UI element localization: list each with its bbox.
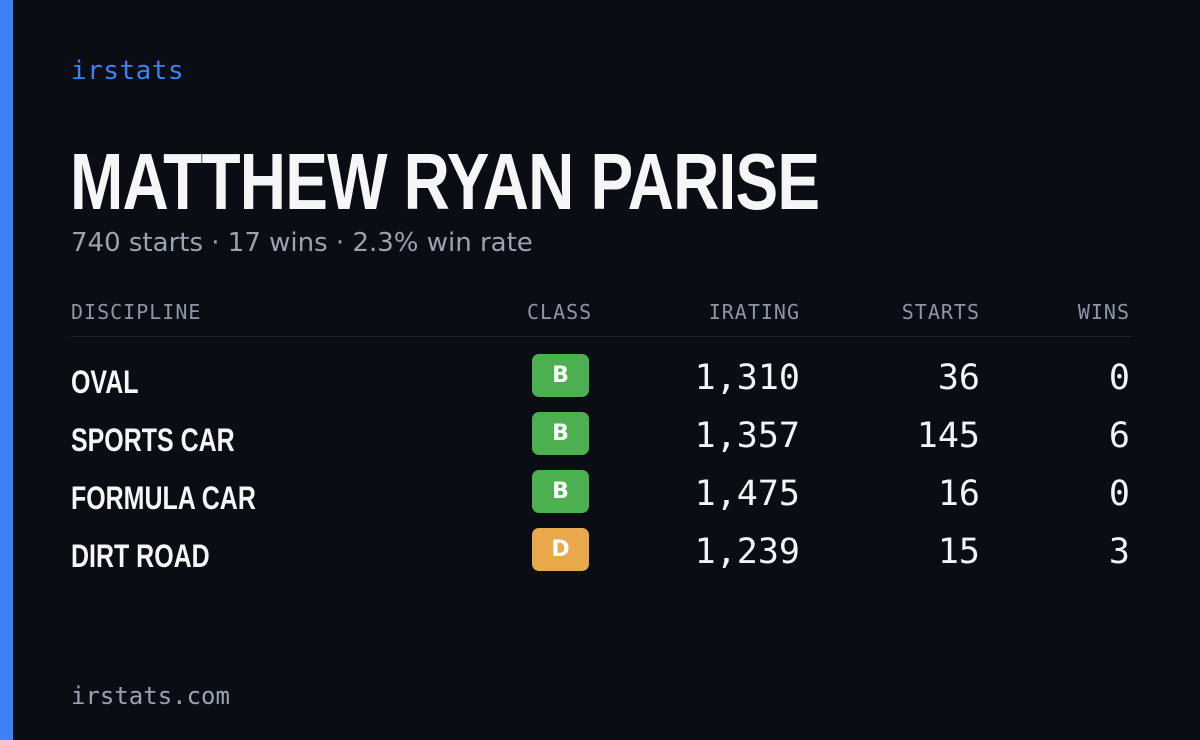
starts-value: 145 — [916, 416, 980, 456]
class-badge: B — [532, 354, 589, 397]
driver-name: MATTHEW RYAN PARISE — [70, 137, 820, 226]
discipline-name: DIRT ROAD — [71, 538, 210, 574]
column-header-irating: IRATING — [708, 300, 800, 324]
wins-value: 3 — [1108, 532, 1130, 572]
driver-summary: 740 starts · 17 wins · 2.3% win rate — [71, 228, 533, 258]
table-row: SPORTS CAR B 1,357 145 6 — [71, 412, 1131, 470]
table-row: OVAL B 1,310 36 0 — [71, 354, 1131, 412]
class-badge: D — [532, 528, 589, 571]
discipline-table: OVAL B 1,310 36 0 SPORTS CAR B 1,357 145… — [71, 354, 1131, 586]
footer-site-link[interactable]: irstats.com — [71, 682, 230, 710]
table-row: DIRT ROAD D 1,239 15 3 — [71, 528, 1131, 586]
irating-value: 1,357 — [694, 416, 800, 456]
irating-value: 1,475 — [694, 474, 800, 514]
wins-value: 6 — [1108, 416, 1130, 456]
starts-value: 16 — [937, 474, 980, 514]
brand-logo-text[interactable]: irstats — [71, 56, 185, 86]
wins-value: 0 — [1108, 358, 1130, 398]
discipline-name: SPORTS CAR — [71, 422, 235, 458]
starts-value: 36 — [937, 358, 980, 398]
table-header: DISCIPLINE CLASS IRATING STARTS WINS — [71, 300, 1131, 337]
class-badge: B — [532, 412, 589, 455]
discipline-name: FORMULA CAR — [71, 480, 256, 516]
irating-value: 1,310 — [694, 358, 800, 398]
column-header-discipline: DISCIPLINE — [71, 300, 202, 324]
starts-value: 15 — [937, 532, 980, 572]
discipline-name: OVAL — [71, 364, 139, 400]
accent-bar — [0, 0, 13, 740]
column-header-class: CLASS — [527, 300, 593, 324]
table-row: FORMULA CAR B 1,475 16 0 — [71, 470, 1131, 528]
wins-value: 0 — [1108, 474, 1130, 514]
class-badge: B — [532, 470, 589, 513]
column-header-starts: STARTS — [901, 300, 980, 324]
column-header-wins: WINS — [1077, 300, 1130, 324]
irating-value: 1,239 — [694, 532, 800, 572]
